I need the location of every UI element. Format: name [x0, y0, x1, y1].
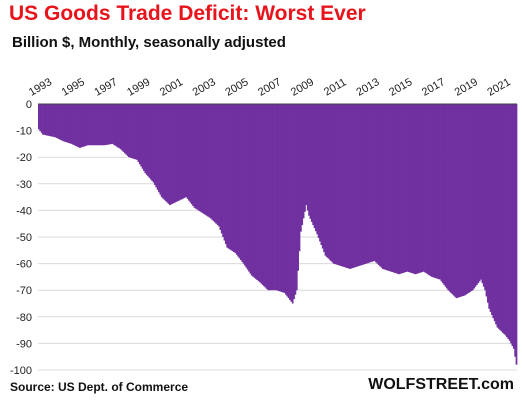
x-tick-label: 1993	[27, 76, 54, 99]
y-tick-label: -20	[16, 152, 32, 164]
bar	[516, 104, 518, 365]
x-tick-label: 1999	[125, 76, 152, 99]
x-tick-label: 2009	[289, 76, 316, 99]
y-tick-label: -90	[16, 338, 32, 350]
x-tick-label: 2001	[158, 76, 185, 99]
x-tick-label: 2015	[387, 76, 414, 99]
x-tick-label: 2019	[453, 76, 480, 99]
y-tick-label: -10	[16, 126, 32, 138]
bar-series	[38, 104, 517, 365]
x-tick-label: 2003	[191, 76, 218, 99]
y-tick-label: -40	[16, 205, 32, 217]
y-tick-label: -50	[16, 232, 32, 244]
y-tick-label: 0	[26, 99, 32, 111]
y-tick-label: -80	[16, 312, 32, 324]
x-tick-label: 1997	[92, 76, 119, 99]
brand-label: WOLFSTREET.com	[368, 376, 514, 394]
x-tick-label: 2021	[485, 76, 512, 99]
y-tick-label: -30	[16, 179, 32, 191]
x-tick-label: 2011	[322, 76, 348, 98]
y-tick-label: -70	[16, 285, 32, 297]
x-tick-label: 2013	[354, 76, 381, 99]
x-tick-label: 2007	[256, 76, 283, 99]
x-tick-label: 2005	[223, 76, 250, 99]
x-tick-label: 1995	[60, 76, 87, 99]
y-tick-label: -100	[10, 365, 32, 377]
y-tick-label: -60	[16, 259, 32, 271]
x-tick-label: 2017	[420, 76, 447, 99]
source-note: Source: US Dept. of Commerce	[10, 380, 188, 394]
